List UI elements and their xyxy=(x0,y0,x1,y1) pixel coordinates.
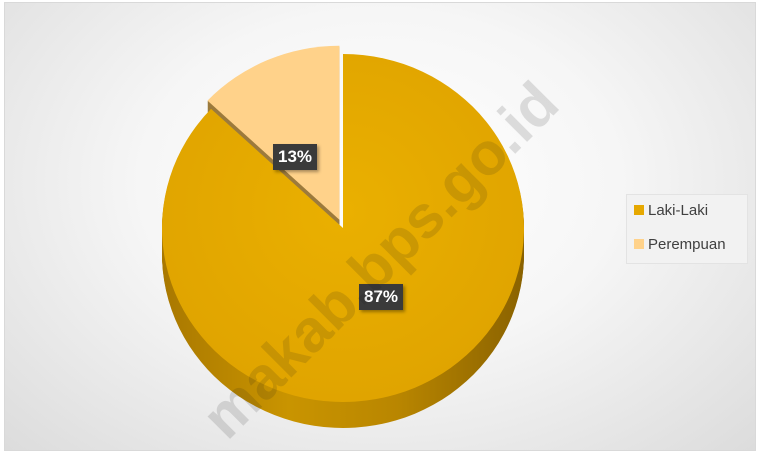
legend-label-laki-laki: Laki-Laki xyxy=(648,202,709,219)
legend-item-laki-laki: Laki-Laki xyxy=(634,201,708,221)
legend: Laki-Laki Perempuan xyxy=(626,194,748,264)
legend-swatch-perempuan xyxy=(634,239,644,249)
data-label-perempuan: 13% xyxy=(273,144,318,170)
pie-slice-top-perempuan xyxy=(207,45,340,220)
data-label-laki-laki: 87% xyxy=(359,284,404,310)
legend-label-perempuan: Perempuan xyxy=(648,236,726,253)
legend-swatch-laki-laki xyxy=(634,205,644,215)
pie-slice-top-laki-laki xyxy=(161,54,524,402)
pie-slice-laki-laki xyxy=(161,54,524,428)
legend-item-perempuan: Perempuan xyxy=(634,235,726,255)
